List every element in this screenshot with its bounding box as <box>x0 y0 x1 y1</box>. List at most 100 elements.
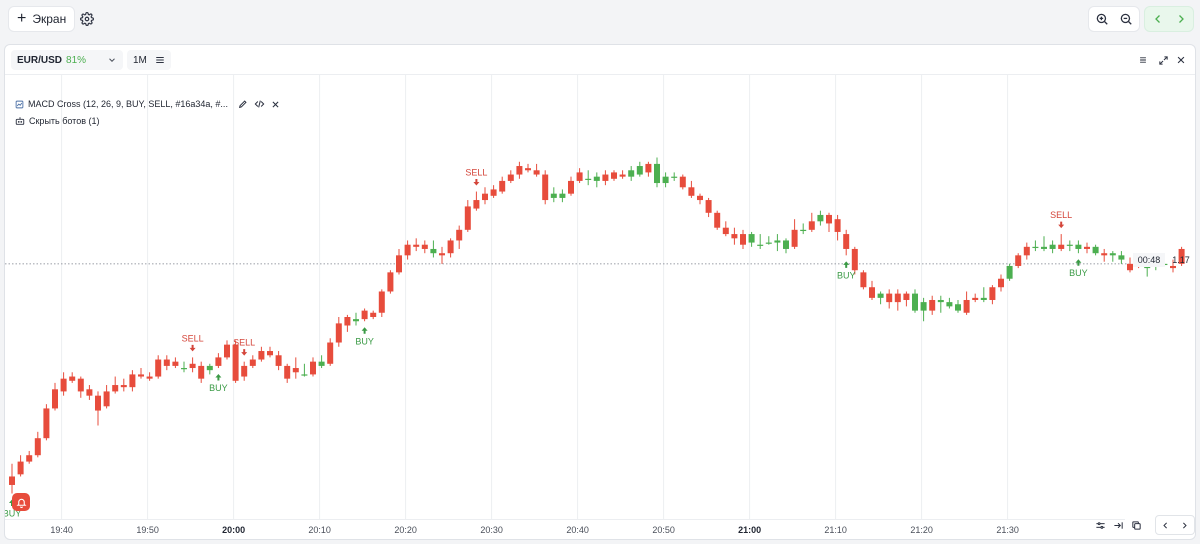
hide-bots-toggle[interactable]: Скрыть ботов (1) <box>15 114 100 128</box>
candle <box>585 170 592 186</box>
candle-body <box>645 163 652 173</box>
top-toolbar: + Экран <box>0 0 1200 40</box>
candle-body <box>284 365 291 379</box>
candlestick-chart[interactable]: BUY SELL BUY SELL BUY SELL BUY SELL BUY <box>5 75 1196 519</box>
candle <box>378 289 385 317</box>
candle-body <box>568 180 574 194</box>
candle-body <box>1023 246 1030 256</box>
candle-body <box>1049 244 1056 249</box>
previous-screen-button[interactable] <box>1147 8 1169 30</box>
candle <box>748 231 755 247</box>
code-icon[interactable] <box>254 99 265 109</box>
symbol-selector[interactable]: EUR/USD 81% <box>11 50 123 70</box>
candle-body <box>464 206 471 230</box>
zoom-out-icon <box>1120 13 1132 25</box>
close-icon[interactable] <box>271 100 280 109</box>
candle <box>636 161 643 177</box>
buy-signal: BUY <box>355 327 374 346</box>
candle <box>198 361 205 383</box>
signal-label: BUY <box>837 270 856 280</box>
candle-body <box>585 178 592 180</box>
add-screen-button[interactable]: + Экран <box>8 6 76 32</box>
next-screen-button[interactable] <box>1170 8 1192 30</box>
time-tick-label: 21:20 <box>910 525 933 535</box>
time-tick-label: 19:50 <box>136 525 159 535</box>
candle-body <box>43 408 50 439</box>
candle-body <box>103 391 110 407</box>
chevron-right-icon[interactable] <box>1180 521 1189 530</box>
pencil-icon[interactable] <box>238 99 248 109</box>
settings-button[interactable] <box>76 8 98 30</box>
candle-body <box>439 253 445 256</box>
candle <box>611 170 617 181</box>
chevron-down-icon <box>109 58 115 62</box>
candle-body <box>112 385 119 392</box>
candle <box>1032 240 1039 252</box>
candle <box>353 312 359 326</box>
candle <box>1041 236 1047 252</box>
candle-body <box>533 170 540 175</box>
candle-body <box>344 317 351 326</box>
candle <box>507 170 514 184</box>
chart-settings-button[interactable] <box>1091 516 1109 534</box>
close-chart-button[interactable] <box>1171 50 1191 70</box>
time-tick-label: 20:40 <box>566 525 589 535</box>
candle <box>826 212 832 232</box>
candle <box>490 185 497 198</box>
time-tick-label: 20:20 <box>394 525 417 535</box>
candle-body <box>765 242 772 244</box>
copy-chart-button[interactable] <box>1127 516 1145 534</box>
candle <box>318 355 325 369</box>
candle <box>232 340 239 383</box>
candle-body <box>817 214 824 222</box>
candle <box>568 176 574 196</box>
candle <box>146 372 153 381</box>
candle-body <box>327 342 334 364</box>
candle <box>34 431 41 458</box>
bot-chart-icon <box>15 100 24 108</box>
candle <box>843 229 850 256</box>
candle-body <box>241 365 248 377</box>
arrow-down-icon <box>1058 221 1065 229</box>
candle <box>52 382 58 411</box>
candle <box>387 270 394 294</box>
candle-body <box>1144 265 1151 269</box>
time-tick-label: 19:40 <box>50 525 73 535</box>
candle <box>189 357 196 373</box>
hide-bots-label: Скрыть ботов (1) <box>29 116 100 126</box>
chevron-left-icon[interactable] <box>1161 521 1170 530</box>
candle <box>1006 263 1013 281</box>
candle <box>344 314 351 332</box>
candle <box>17 455 24 477</box>
candle-body <box>826 214 832 224</box>
candle-body <box>1170 265 1176 269</box>
candle-body <box>1058 244 1065 249</box>
arrow-up-icon <box>361 327 368 334</box>
alert-button[interactable] <box>12 493 30 511</box>
candle <box>808 212 815 232</box>
candle-body <box>611 172 617 179</box>
candle <box>103 385 110 409</box>
gear-icon <box>80 12 94 26</box>
candle <box>800 223 807 235</box>
expand-chart-button[interactable] <box>1153 50 1173 70</box>
zoom-out-button[interactable] <box>1115 8 1137 30</box>
signal-label: BUY <box>209 383 228 393</box>
candle-body <box>378 291 385 313</box>
zoom-in-button[interactable] <box>1091 8 1113 30</box>
candle <box>1178 246 1185 266</box>
candle-body <box>456 229 463 241</box>
timeframe-selector[interactable]: 1M <box>127 50 171 70</box>
chart-list-button[interactable] <box>1133 50 1153 70</box>
signal-label: SELL <box>233 338 255 348</box>
candle <box>95 391 101 426</box>
candle-body <box>851 248 858 271</box>
candle-body <box>912 293 918 311</box>
candle <box>206 363 213 375</box>
candle <box>1127 257 1133 273</box>
candle <box>774 234 781 252</box>
candle-body <box>292 368 299 373</box>
candle-body <box>335 323 342 343</box>
candle-body <box>525 168 531 171</box>
scroll-to-latest-button[interactable] <box>1109 516 1127 534</box>
